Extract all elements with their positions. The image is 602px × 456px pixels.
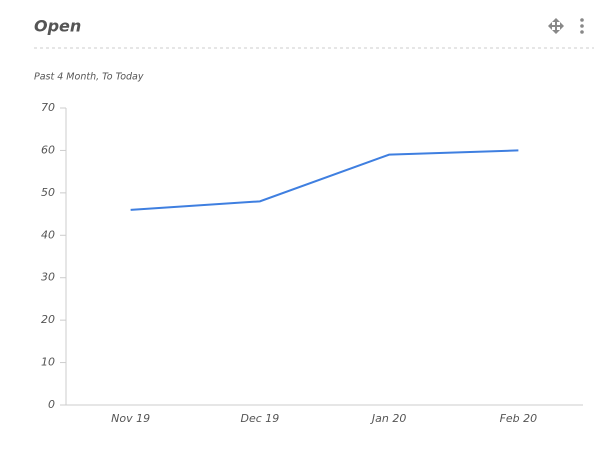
y-tick-label: 60 (41, 143, 55, 156)
y-tick-label: 20 (41, 313, 55, 326)
move-icon[interactable] (548, 18, 564, 34)
y-tick-label: 10 (41, 356, 55, 369)
data-line (130, 149, 519, 211)
y-tick-label: 0 (48, 398, 55, 411)
more-menu[interactable] (580, 18, 584, 34)
y-tick-label: 70 (41, 101, 55, 114)
x-tick-label: Dec 19 (240, 412, 279, 425)
y-tick-label: 50 (41, 186, 55, 199)
x-tick-label: Jan 20 (370, 412, 406, 425)
x-tick-label: Nov 19 (111, 412, 150, 425)
widget-title: Open (34, 17, 81, 36)
y-tick-label: 30 (41, 271, 55, 284)
x-tick-label: Feb 20 (500, 412, 538, 425)
y-tick-label: 40 (41, 228, 55, 241)
chart-subtitle: Past 4 Month, To Today (34, 72, 144, 83)
